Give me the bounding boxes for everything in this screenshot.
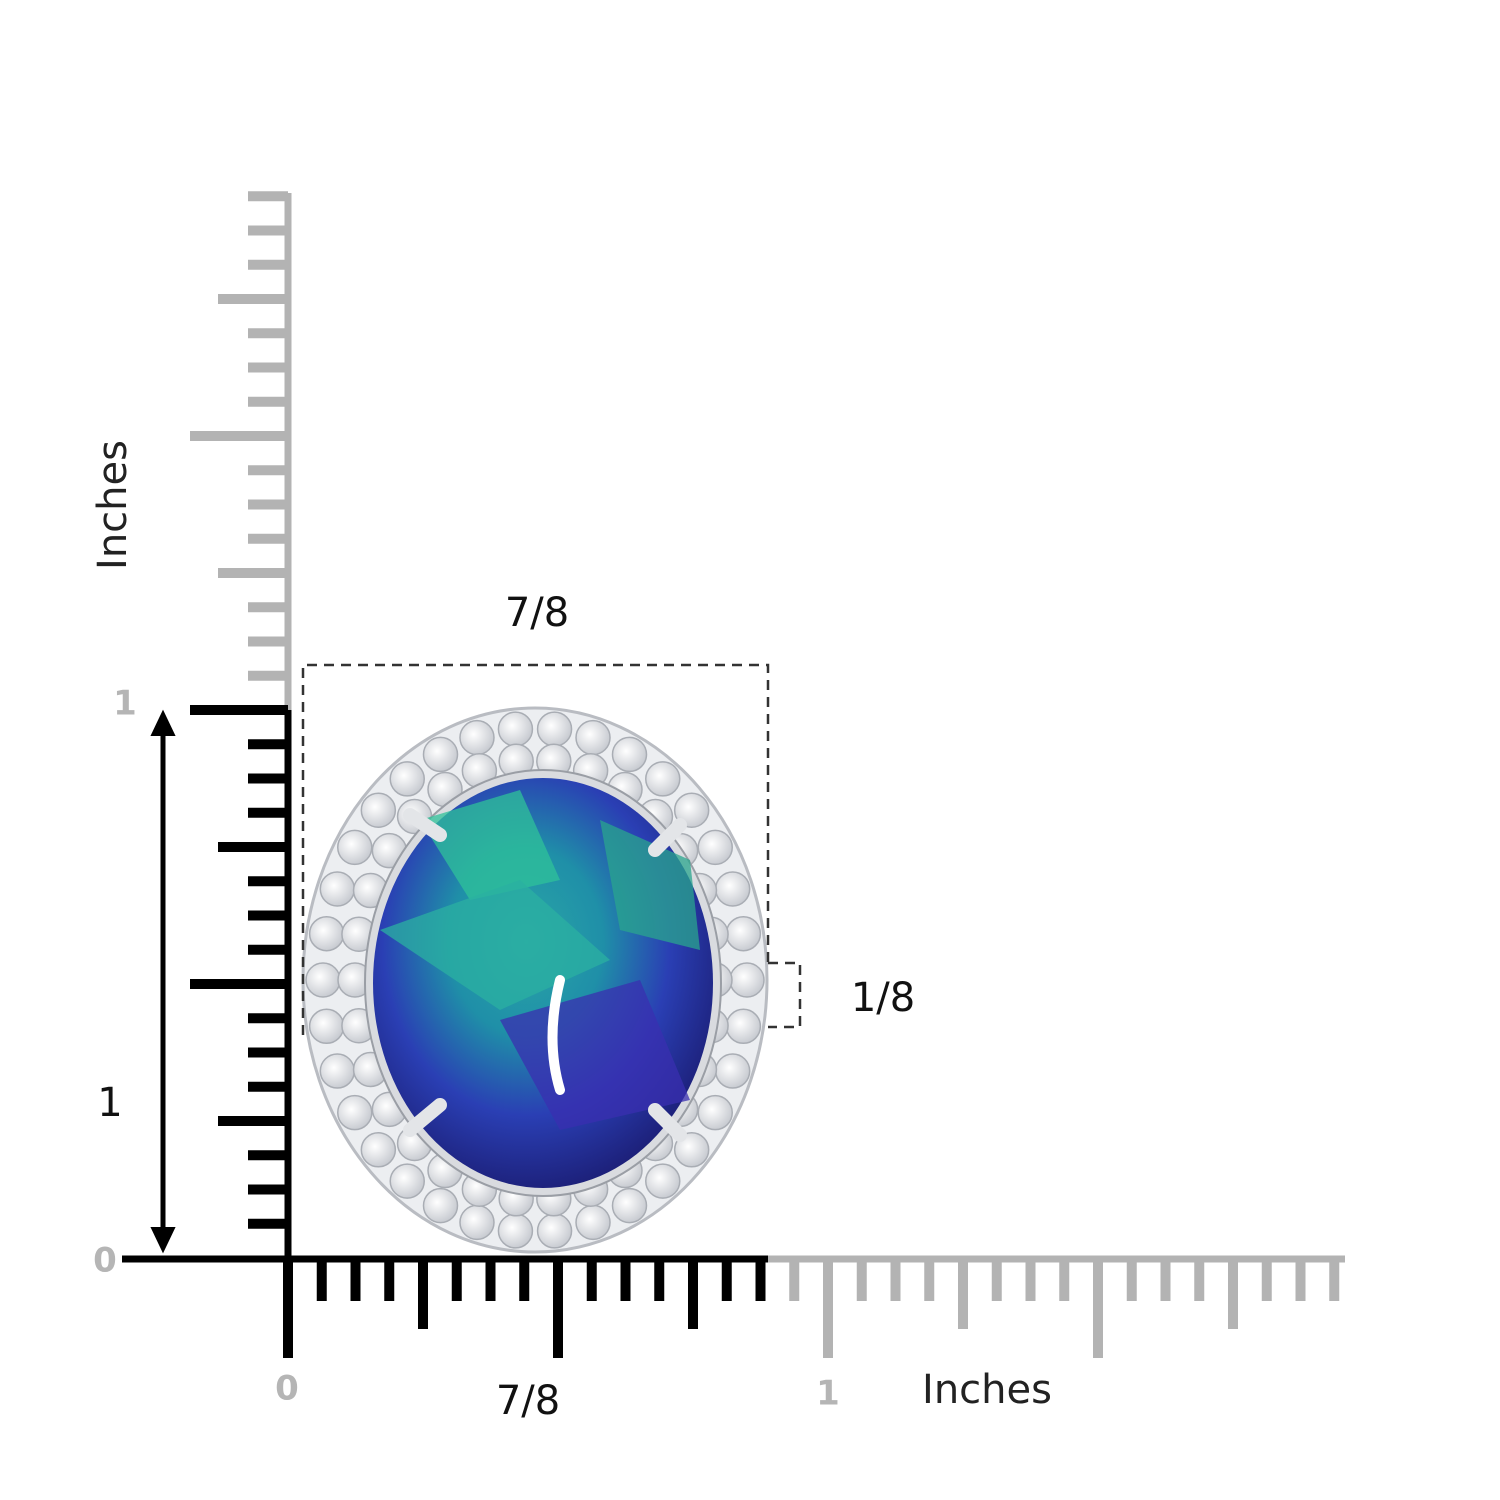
diamond	[389, 1163, 425, 1199]
diamond	[360, 792, 397, 828]
diamond	[459, 719, 495, 756]
horizontal-ruler-label: 1	[816, 1374, 840, 1414]
diamond	[319, 1053, 356, 1089]
prong	[403, 1098, 447, 1137]
prong	[648, 1103, 687, 1142]
horizontal-ruler-label: 0	[275, 1369, 299, 1409]
prong	[403, 808, 447, 842]
diamond	[725, 915, 762, 952]
diamond	[673, 792, 710, 828]
opal-pattern	[500, 980, 690, 1130]
opal-pattern	[600, 820, 700, 950]
dimension-lines	[301, 663, 802, 1035]
diamond	[536, 711, 573, 747]
diamond	[645, 761, 681, 797]
bottom-width-label: 7/8	[496, 1378, 560, 1424]
opal-pattern	[380, 880, 610, 1010]
diamond	[697, 1094, 733, 1131]
diamond	[497, 1213, 534, 1249]
diamond	[389, 761, 425, 797]
diamond	[611, 1187, 648, 1224]
diamond	[337, 1094, 373, 1131]
diamond	[697, 829, 733, 866]
diamond	[575, 719, 611, 756]
arrow-heads	[150, 709, 176, 1254]
diamond	[497, 711, 534, 747]
prong	[648, 818, 687, 857]
highlight	[547, 975, 565, 1095]
diamond	[459, 1204, 495, 1241]
ring	[301, 706, 769, 1254]
diamond	[308, 915, 345, 952]
diamond	[422, 736, 459, 773]
diamond	[319, 871, 356, 907]
vertical-ruler-title: Inches	[90, 440, 136, 570]
dashed-outline	[301, 663, 770, 1035]
diamond	[337, 829, 373, 866]
diamond	[611, 736, 648, 773]
top-width-label: 7/8	[505, 590, 569, 636]
vertical-ruler-label: 1	[113, 684, 137, 724]
opal-pattern	[420, 790, 560, 900]
diamond	[714, 1053, 751, 1089]
band-width-label: 1/8	[851, 975, 915, 1021]
height-label: 1	[97, 1080, 122, 1126]
diamond	[308, 1008, 345, 1045]
diamond	[575, 1204, 611, 1241]
rulers	[122, 191, 1345, 1358]
band-outline	[768, 961, 802, 1029]
diamond	[673, 1132, 710, 1168]
diamond	[360, 1132, 397, 1168]
vertical-ruler-label: 0	[93, 1241, 117, 1281]
diamond	[305, 962, 341, 998]
height-arrow	[150, 709, 176, 1254]
diamond	[725, 1008, 762, 1045]
diamond	[645, 1163, 681, 1199]
horizontal-ruler-title: Inches	[922, 1367, 1052, 1413]
diamond	[536, 1213, 573, 1249]
diamond	[422, 1187, 459, 1224]
diamond	[729, 962, 765, 998]
diamond	[714, 871, 751, 907]
